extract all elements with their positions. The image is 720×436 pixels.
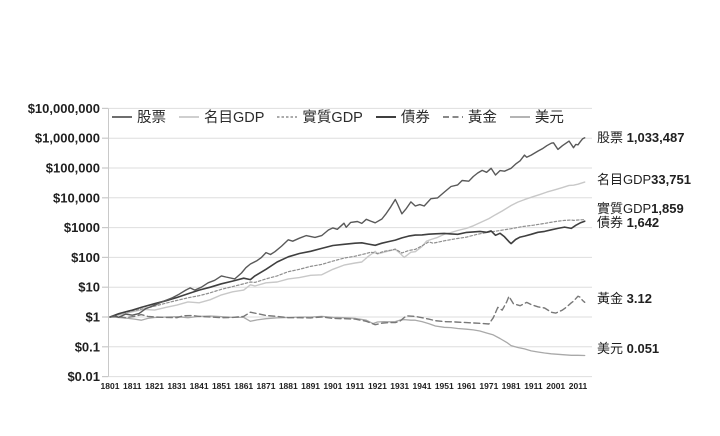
legend-label-real_gdp: 實質GDP [302,110,363,126]
series-end-label-gold: 黃金 3.12 [597,292,652,305]
series-end-label-dollar: 美元 0.051 [597,342,659,355]
legend-label-stocks: 股票 [137,110,166,126]
y-axis-label: $100 [71,250,100,265]
y-axis-label: $1,000,000 [35,131,100,146]
end-label-name-gold: 黃金 [597,291,627,306]
x-axis-label: 1951 [435,381,454,391]
y-axis-label: $1000 [64,220,100,235]
x-axis-label: 1871 [257,381,276,391]
x-axis-label: 1941 [413,381,432,391]
x-axis-label: 1821 [145,381,164,391]
end-label-value-dollar: 0.051 [626,341,660,356]
y-axis-label: $100,000 [46,161,100,176]
end-label-name-dollar: 美元 [597,341,627,356]
end-label-name-real_gdp: 實質GDP [597,201,652,216]
legend-marker-nominal_gdp-line-icon [179,115,199,118]
end-label-value-gold: 3.12 [626,291,652,306]
legend-marker-bonds-line-icon [375,115,396,118]
x-axis-label: 1851 [212,381,231,391]
y-axis-label: $1 [86,310,100,325]
x-axis-label: 1881 [279,381,298,391]
x-axis-label: 2001 [546,381,565,391]
y-axis-label: $0.1 [75,339,100,354]
end-label-value-stocks: 1,033,487 [626,130,685,145]
series-end-label-real_gdp: 實質GDP1,859 [597,202,684,215]
end-label-name-stocks: 股票 [597,130,627,145]
legend-marker-dollar-line-icon [509,115,530,118]
series-end-label-stocks: 股票 1,033,487 [597,131,684,144]
legend-label-nominal_gdp: 名目GDP [204,110,265,126]
x-axis-label: 1961 [457,381,476,391]
y-axis-label: $10,000,000 [28,101,100,116]
chart-legend: 股票 名目GDP 實質GDP 債券 黃金 美元 [112,106,564,127]
legend-item-gold: 黃金 [442,106,497,127]
legend-label-dollar: 美元 [534,110,564,126]
legend-label-gold: 黃金 [467,110,497,126]
series-line-bonds [109,220,586,318]
x-axis-label: 2011 [569,381,588,391]
series-line-stocks [109,137,586,318]
end-label-name-bonds: 債券 [597,215,627,230]
legend-item-bonds: 債券 [375,106,430,127]
x-axis-label: 1861 [234,381,253,391]
legend-label-bonds: 債券 [400,110,430,126]
x-axis-label: 1921 [368,381,387,391]
series-line-dollar [109,315,586,357]
series-line-real_gdp [109,219,586,318]
x-axis-label: 1801 [101,381,120,391]
series-end-label-nominal_gdp: 名目GDP33,751 [597,173,691,186]
x-axis-label: 1971 [479,381,498,391]
series-end-label-bonds: 債券 1,642 [597,216,659,229]
legend-item-nominal_gdp: 名目GDP [179,106,264,127]
y-axis-label: $10 [78,280,100,295]
x-axis-label: 1831 [167,381,186,391]
end-label-value-nominal_gdp: 33,751 [651,172,691,187]
end-label-name-nominal_gdp: 名目GDP [597,172,652,187]
x-axis-label: 1891 [301,381,320,391]
series-line-gold [109,295,586,326]
x-axis-label: 1841 [190,381,209,391]
x-axis-label: 1811 [123,381,142,391]
x-axis-label: 1911 [524,381,543,391]
x-axis-label: 1981 [502,381,521,391]
legend-marker-stocks-line-icon [112,115,132,118]
legend-marker-gold-line-icon [442,115,463,118]
y-axis-label: $0.01 [67,369,100,384]
legend-marker-real_gdp-line-icon [277,115,298,118]
legend-item-stocks: 股票 [112,106,166,127]
end-label-value-bonds: 1,642 [626,215,660,230]
legend-item-dollar: 美元 [509,106,564,127]
x-axis-label: 1931 [390,381,409,391]
end-label-value-real_gdp: 1,859 [651,201,684,216]
x-axis-label: 1901 [323,381,342,391]
y-axis-label: $10,000 [53,190,100,205]
legend-item-real_gdp: 實質GDP [277,106,363,127]
x-axis-label: 1911 [346,381,365,391]
